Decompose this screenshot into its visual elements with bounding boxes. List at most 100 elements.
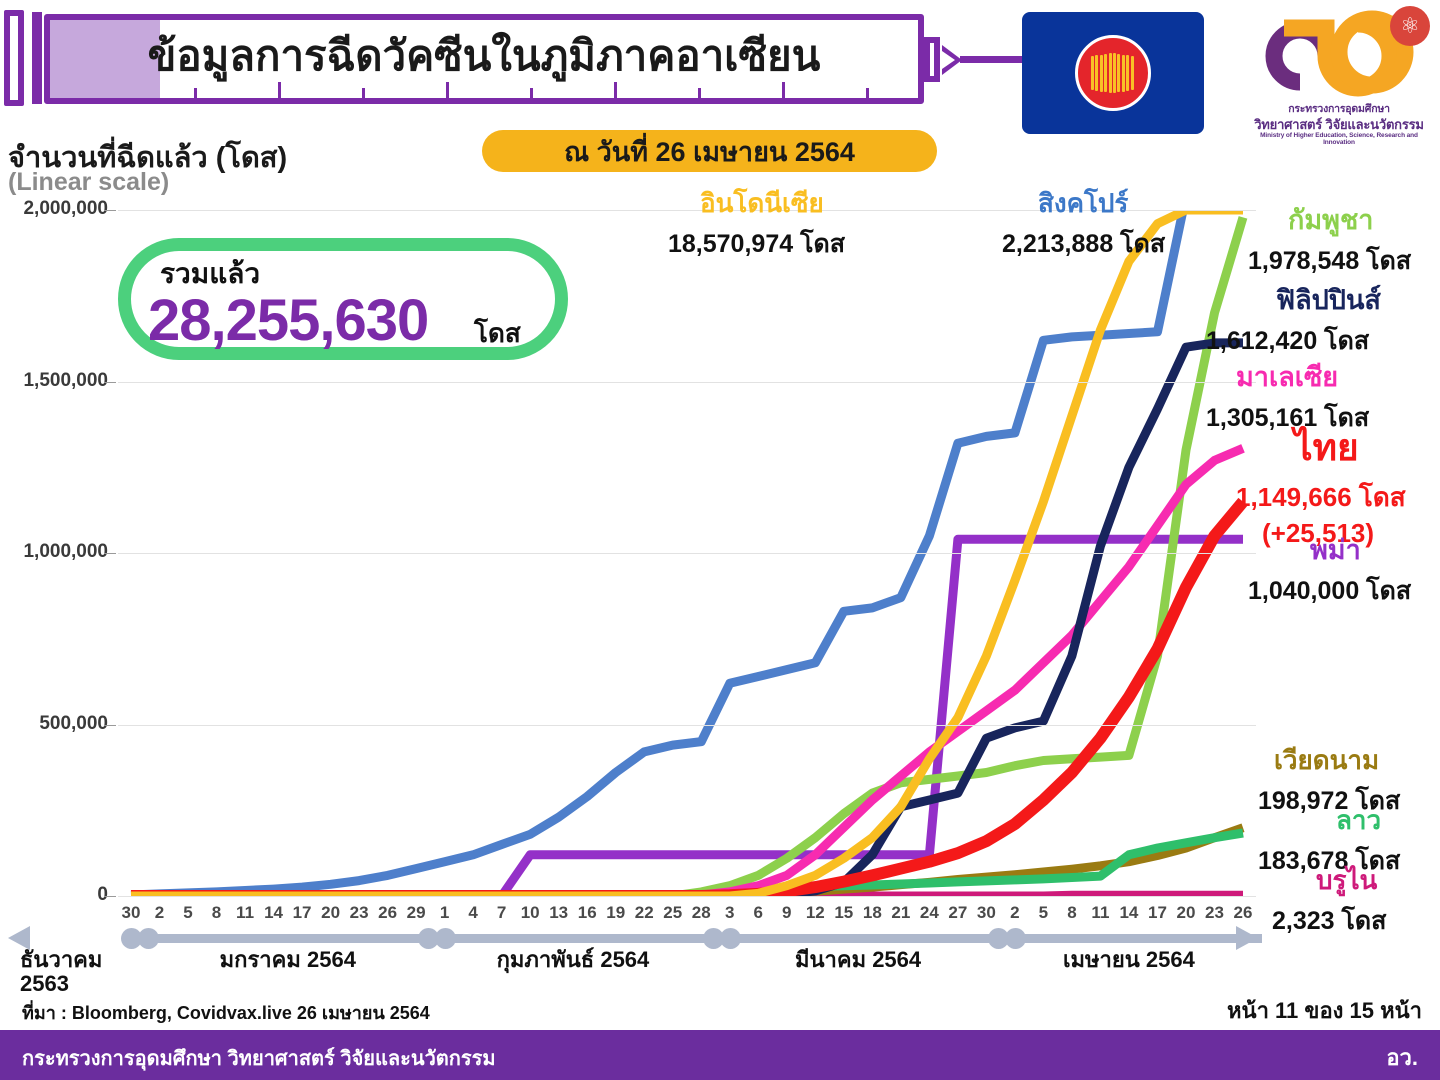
annotation-malaysia-name: มาเลเซีย (1236, 362, 1339, 392)
x-axis-month-divider (1004, 928, 1026, 949)
y-axis-tick (104, 210, 116, 211)
x-axis-tick-label: 17 (1147, 903, 1167, 922)
annotation-brunei: บรูไน 2,323 โดส (1272, 860, 1386, 941)
x-axis-tick-label: 7 (496, 903, 507, 922)
month-label-line1: ธันวาคม (20, 947, 103, 972)
x-axis-tick-label: 26 (378, 903, 398, 922)
syringe-fill (50, 20, 160, 98)
x-axis-tick-label: 10 (520, 903, 540, 922)
annotation-philippines-name: ฟิลิปปินส์ (1276, 285, 1381, 315)
y-axis-tick (104, 381, 116, 383)
x-axis-tick-label: 5 (183, 903, 193, 922)
annotation-malaysia: มาเลเซีย 1,305,161 โดส (1206, 355, 1369, 438)
annotation-myanmar: พม่า 1,040,000 โดส (1248, 528, 1411, 611)
x-axis-tick-label: 8 (1067, 903, 1077, 922)
x-axis-tick-label: 9 (782, 903, 792, 922)
footer-ministry-name: กระทรวงการอุดมศึกษา วิทยาศาสตร์ วิจัยและ… (22, 1048, 496, 1070)
asean-flag-icon (1022, 12, 1204, 134)
x-axis-tick-label: 17 (292, 903, 312, 922)
annotation-malaysia-value: 1,305,161 โดส (1206, 404, 1370, 432)
series-line-อินโดนีเซีย (131, 210, 1243, 896)
y-axis-scale-label: (Linear scale) (8, 168, 170, 196)
footer-abbrev: อว. (1386, 1045, 1418, 1070)
annotation-singapore: สิงคโปร์ 2,213,888 โดส (1002, 183, 1165, 264)
y-axis-tick-label: 1,000,000 (23, 541, 108, 562)
series-line-ไทย (131, 497, 1248, 896)
x-axis-tick-label: 8 (211, 903, 222, 922)
syringe-plunger-rod-icon (32, 12, 42, 104)
series-line-เวียดนาม (131, 823, 1245, 896)
syringe-barrel-icon (44, 14, 924, 104)
x-axis-tick-label: 25 (663, 903, 683, 922)
syringe-needle-icon (960, 56, 1030, 63)
page-title: ข้อมูลการฉีดวัคซีนในภูมิภาคอาเซียน (147, 32, 821, 79)
syringe-ticks (50, 80, 918, 98)
gridline (118, 210, 1256, 211)
atom-icon: ⚛ (1390, 6, 1430, 46)
annotation-vietnam: เวียดนาม 198,972 โดส (1258, 740, 1400, 821)
x-axis-tick-label: 20 (1176, 903, 1196, 922)
total-doses-label: รวมแล้ว (160, 258, 261, 289)
annotation-cambodia-name: กัมพูชา (1288, 205, 1374, 235)
annotation-brunei-name: บรูไน (1316, 865, 1378, 895)
date-badge: ณ วันที่ 26 เมษายน 2564 (482, 130, 937, 172)
x-axis-month-divider (417, 928, 439, 949)
x-axis-tick-label: 21 (891, 903, 911, 922)
series-line-พม่า (131, 534, 1243, 896)
chart-x-axis-ticks: 30 2 5 8 11 14 17 20 23 26 29 1 4 7 10 13 16 19 22 25 28 3 6 9 1… (118, 903, 1256, 929)
x-axis-tick-label: 29 (406, 903, 426, 922)
mhesi-infinity-icon (1265, 10, 1414, 97)
annotation-laos-name: ลาว (1336, 805, 1382, 835)
x-axis-tick-label: 16 (577, 903, 597, 922)
x-axis-tick-label: 11 (236, 903, 255, 922)
x-axis-tick-label: 27 (948, 903, 968, 922)
x-axis-tick-label: 30 (976, 903, 996, 922)
y-axis-tick-label: 1,500,000 (23, 369, 108, 391)
y-axis-tick (104, 553, 116, 554)
month-label: ธันวาคม 2563 (20, 948, 240, 996)
annotation-thailand: ไทย 1,149,666 โดส (+25,513) (1236, 418, 1406, 549)
y-axis-tick (104, 724, 116, 726)
x-axis-tick-label: 2 (154, 903, 165, 922)
x-axis-tick-label: 5 (1038, 903, 1049, 922)
x-axis-tick-label: 20 (321, 903, 341, 922)
x-axis-tick-label: 24 (919, 903, 939, 922)
source-text: ที่มา : Bloomberg, Covidvax.live 26 เมษา… (22, 1003, 430, 1023)
axis-arrow-left-icon (8, 926, 30, 950)
page-number: หน้า 11 ของ 15 หน้า (1227, 998, 1422, 1023)
x-axis-month-divider (719, 928, 741, 949)
y-axis-tick-label: 0 (97, 884, 108, 905)
annotation-thailand-name: ไทย (1294, 427, 1359, 468)
x-axis-tick-label: 2 (1010, 903, 1020, 922)
x-axis-month-divider (702, 928, 724, 949)
annotation-brunei-value: 2,323 โดส (1272, 907, 1387, 935)
month-label: กุมภาพันธ์ 2564 (496, 947, 650, 972)
x-axis-tick-label: 15 (834, 903, 854, 922)
x-axis-tick-label: 11 (1091, 903, 1110, 922)
x-axis-tick-label: 28 (691, 903, 711, 922)
annotation-cambodia: กัมพูชา 1,978,548 โดส (1248, 198, 1411, 281)
annotation-indonesia-value: 18,570,974 โดส (668, 230, 845, 258)
annotation-cambodia-value: 1,978,548 โดส (1248, 247, 1412, 275)
x-axis-tick-label: 6 (753, 903, 764, 922)
x-axis-tick-label: 26 (1233, 903, 1253, 922)
annotation-vietnam-value: 198,972 โดส (1258, 787, 1401, 815)
annotation-myanmar-name: พม่า (1310, 535, 1361, 565)
month-label: เมษายน 2564 (1063, 947, 1195, 972)
month-label-line2: 2563 (20, 970, 69, 996)
month-label: มีนาคม 2564 (794, 947, 922, 972)
chart-plot-area (118, 210, 1256, 896)
x-axis-month-divider (121, 928, 142, 949)
annotation-thailand-delta: (+25,513) (1262, 518, 1375, 548)
annotation-myanmar-value: 1,040,000 โดส (1248, 577, 1412, 605)
x-axis-tick-label: 12 (805, 903, 825, 922)
x-axis-month-divider (987, 928, 1009, 949)
x-axis-line (126, 934, 1262, 943)
x-axis-month-divider (434, 928, 456, 949)
series-line-ฟิลิปปินส์ (131, 338, 1243, 896)
annotation-philippines: ฟิลิปปินส์ 1,612,420 โดส (1206, 278, 1381, 361)
total-doses-value: 28,255,630 (148, 288, 429, 353)
y-axis-tick-label: 2,000,000 (23, 198, 108, 219)
asean-rice-bundle-icon (1091, 53, 1135, 93)
series-line-มาเลเซีย (131, 444, 1245, 896)
